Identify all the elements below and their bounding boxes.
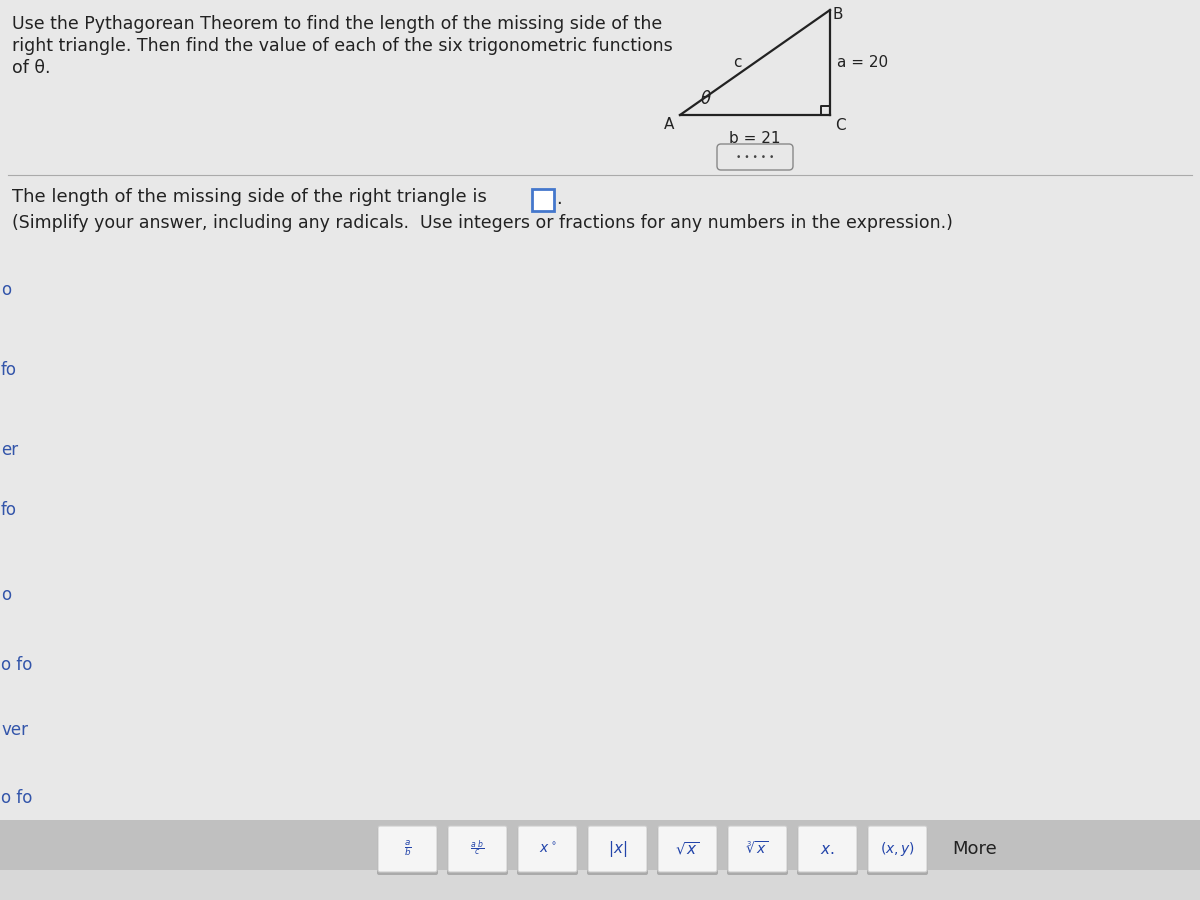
Text: $\frac{a}{b}$: $\frac{a}{b}$ [403,839,412,859]
Text: More: More [952,840,997,858]
FancyBboxPatch shape [587,827,648,875]
Text: $\sqrt[3]{x}$: $\sqrt[3]{x}$ [746,841,769,858]
FancyBboxPatch shape [798,826,857,872]
Text: A: A [664,117,674,132]
Text: right triangle. Then find the value of each of the six trigonometric functions: right triangle. Then find the value of e… [12,37,673,55]
Text: $\sqrt{x}$: $\sqrt{x}$ [676,841,700,858]
Text: (Simplify your answer, including any radicals.  Use integers or fractions for an: (Simplify your answer, including any rad… [12,214,953,232]
FancyBboxPatch shape [377,827,438,875]
Text: fo: fo [1,501,17,519]
FancyBboxPatch shape [728,826,787,872]
Text: $x.$: $x.$ [820,842,835,857]
Text: er: er [1,441,18,459]
Text: The length of the missing side of the right triangle is: The length of the missing side of the ri… [12,188,487,206]
Text: ver: ver [1,721,28,739]
Text: of θ.: of θ. [12,59,50,77]
FancyBboxPatch shape [448,826,508,872]
Text: $(x,y)$: $(x,y)$ [880,840,916,858]
FancyBboxPatch shape [446,827,508,875]
Text: θ: θ [701,90,712,108]
FancyBboxPatch shape [727,827,788,875]
FancyBboxPatch shape [868,826,928,872]
FancyBboxPatch shape [588,826,647,872]
Text: c: c [733,55,742,70]
FancyBboxPatch shape [517,827,578,875]
Text: • • • • •: • • • • • [736,154,774,163]
FancyBboxPatch shape [532,189,554,211]
FancyBboxPatch shape [797,827,858,875]
FancyBboxPatch shape [866,827,928,875]
FancyBboxPatch shape [0,0,1200,820]
Text: b = 21: b = 21 [730,131,781,146]
Text: o: o [1,586,11,604]
Text: $x^\circ$: $x^\circ$ [539,842,557,856]
Text: $\frac{a\ b}{c}$: $\frac{a\ b}{c}$ [470,839,485,859]
Text: fo: fo [1,361,17,379]
FancyBboxPatch shape [718,144,793,170]
FancyBboxPatch shape [0,870,1200,900]
Text: B: B [833,7,844,22]
Text: $|x|$: $|x|$ [608,839,628,859]
FancyBboxPatch shape [658,826,718,872]
Text: o: o [1,281,11,299]
Text: Use the Pythagorean Theorem to find the length of the missing side of the: Use the Pythagorean Theorem to find the … [12,15,662,33]
FancyBboxPatch shape [378,826,437,872]
Text: o fo: o fo [1,656,32,674]
FancyBboxPatch shape [518,826,577,872]
FancyBboxPatch shape [0,820,1200,900]
Text: a = 20: a = 20 [838,55,888,70]
Text: C: C [835,118,846,133]
Text: .: . [556,190,562,208]
Text: o fo: o fo [1,789,32,807]
FancyBboxPatch shape [658,827,718,875]
